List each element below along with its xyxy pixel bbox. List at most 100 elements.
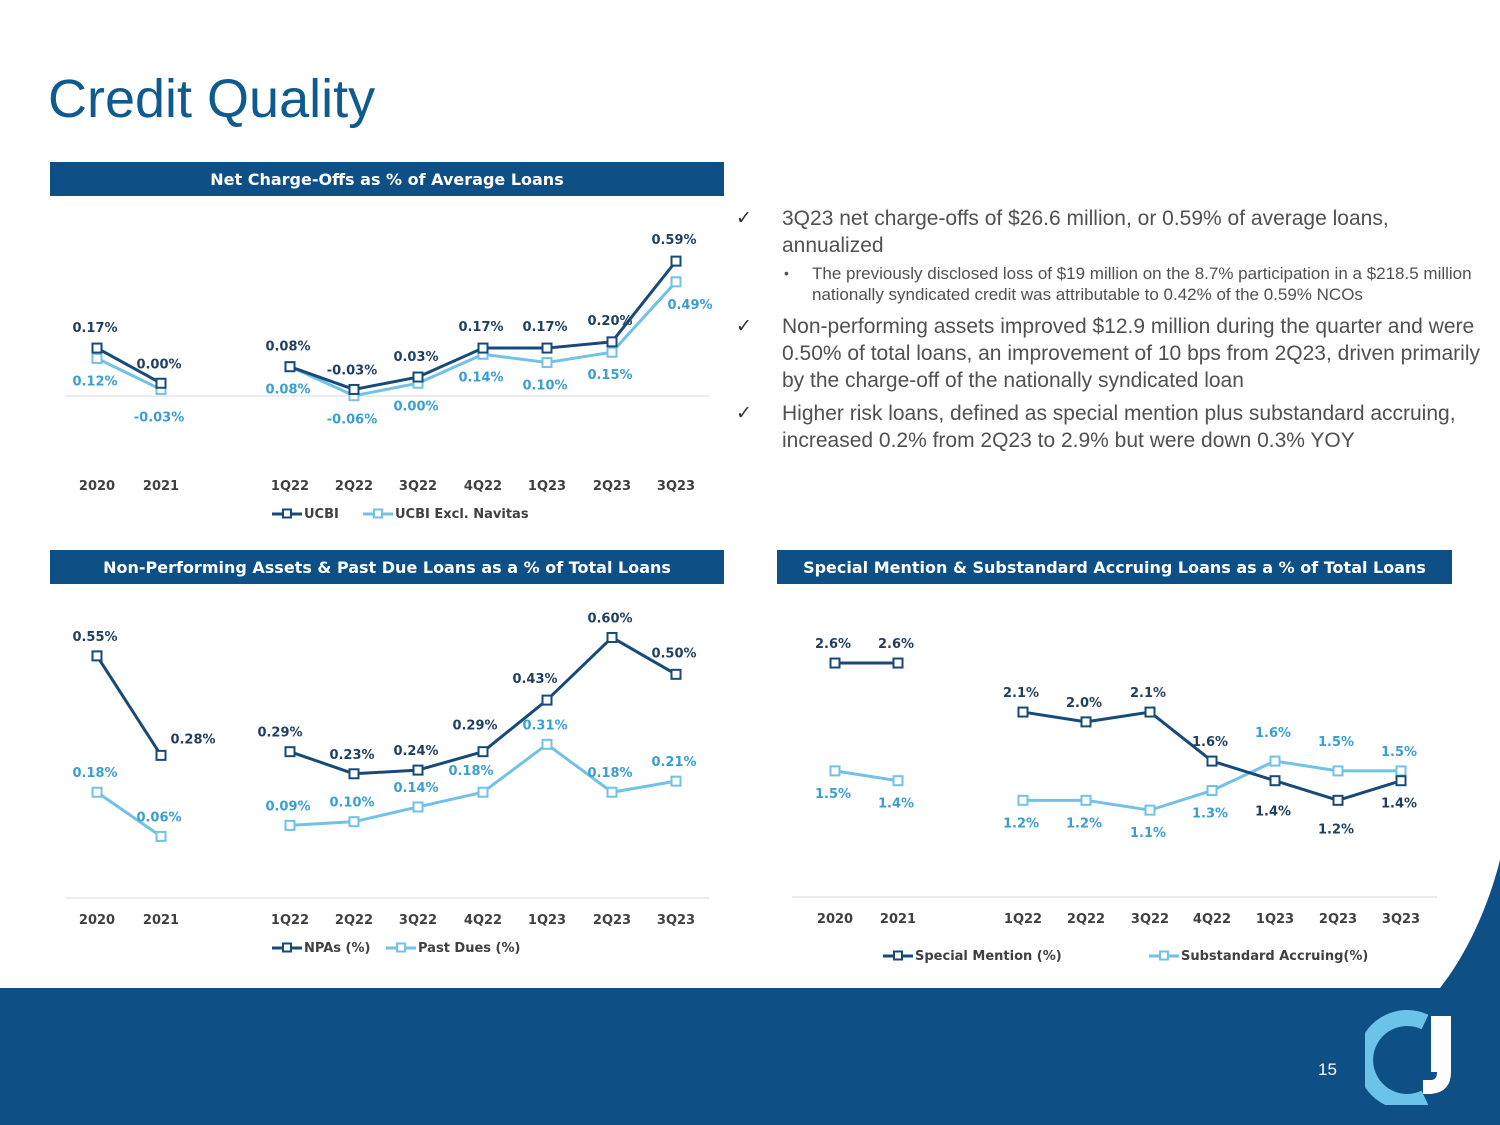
data-point (541, 738, 553, 750)
legend-item: UCBI (272, 507, 339, 522)
data-label: 1.4% (1255, 805, 1291, 820)
series-line (96, 357, 162, 391)
sub-bullet-text: The previously disclosed loss of $19 mil… (812, 264, 1472, 304)
series-0: 0.55% 0.28% 0.29% 0.23% 0.24% 0.29% 0.43% 0.60%… (72, 611, 697, 780)
data-label: 0.06% (136, 810, 181, 825)
x-tick-label: 2Q23 (593, 479, 631, 494)
data-label: 1.5% (815, 787, 851, 802)
legend-marker (282, 508, 292, 519)
data-label: 0.00% (393, 399, 438, 414)
series-line (96, 346, 162, 385)
nco-chart: 2020 2021 1Q22 2Q22 3Q22 4Q22 1Q23 2Q23 3Q23 0.12… (50, 200, 724, 540)
data-label: 0.28% (170, 732, 215, 747)
data-label: 0.59% (651, 233, 696, 248)
data-label: 1.5% (1381, 745, 1417, 760)
bullet-higher-risk: ✓ Higher risk loans, defined as special m… (732, 400, 1482, 454)
data-label: 0.18% (448, 764, 493, 779)
company-logo-icon (1365, 1010, 1451, 1105)
check-icon: ✓ (736, 208, 752, 229)
x-tick-label: 3Q22 (399, 479, 437, 494)
data-label: 0.55% (72, 630, 117, 645)
data-point (477, 786, 489, 798)
series-line (834, 769, 899, 783)
data-label: 1.1% (1130, 826, 1166, 841)
data-point (91, 342, 103, 354)
data-point (1080, 794, 1092, 806)
data-point (892, 775, 904, 787)
x-tick-label: 2020 (79, 479, 115, 494)
data-point (412, 801, 424, 813)
data-point (606, 346, 618, 358)
legend-label: UCBI Excl. Navitas (395, 507, 529, 522)
data-point (348, 383, 360, 395)
data-point (670, 668, 682, 680)
data-label: 1.5% (1318, 735, 1354, 750)
data-point (1395, 775, 1407, 787)
bullet-nco: ✓ 3Q23 net charge-offs of $26.6 million, … (732, 205, 1482, 259)
data-label: 2.1% (1003, 686, 1039, 701)
x-tick-label: 1Q22 (1004, 912, 1042, 927)
legend-label: Special Mention (%) (915, 949, 1062, 964)
data-label: 1.2% (1318, 822, 1354, 837)
x-tick-label: 4Q22 (464, 479, 502, 494)
data-label: 0.17% (522, 320, 567, 335)
data-label: 0.43% (512, 672, 557, 687)
x-tick-label: 2Q22 (335, 479, 373, 494)
data-label: 0.31% (522, 718, 567, 733)
data-point (1017, 794, 1029, 806)
x-tick-label: 2020 (817, 912, 853, 927)
legend-label: UCBI (304, 507, 339, 522)
data-label: 0.03% (393, 350, 438, 365)
x-tick-label: 3Q23 (657, 913, 695, 928)
x-tick-label: 1Q22 (271, 479, 309, 494)
sub-bullet-syndicated-loss: • The previously disclosed loss of $19 mi… (732, 263, 1482, 305)
series-line (96, 790, 162, 838)
x-tick-label: 2Q22 (335, 913, 373, 928)
data-point (670, 276, 682, 288)
legend-marker (396, 942, 406, 953)
legend-item: UCBI Excl. Navitas (363, 507, 529, 522)
data-point (829, 765, 841, 777)
legend-marker (373, 508, 383, 519)
x-tick-label: 2Q23 (593, 913, 631, 928)
footer-band (0, 988, 1500, 1125)
data-point (541, 357, 553, 369)
npa-chart-svg: 2020 2021 1Q22 2Q22 3Q22 4Q22 1Q23 2Q23 3Q23 0.18… (65, 611, 709, 956)
sm-chart-svg: 2020 2021 1Q22 2Q22 3Q22 4Q22 1Q23 2Q23 3Q23 1.5%… (792, 637, 1437, 964)
series-1: 1.5% 1.4% 1.2% 1.2% 1.1% 1.3% 1.6% 1.5% 1.5% (815, 726, 1417, 841)
data-label: 2.6% (815, 637, 851, 652)
series-1: 0.12% -0.03% 0.08% -0.06% 0.00% 0.14% 0.10% 0.1… (72, 276, 713, 428)
data-point (348, 768, 360, 780)
x-tick-label: 1Q22 (271, 913, 309, 928)
data-point (1144, 706, 1156, 718)
data-point (541, 342, 553, 354)
data-label: -0.06% (327, 413, 378, 428)
data-label: 2.6% (878, 637, 914, 652)
data-label: 0.00% (136, 357, 181, 372)
data-label: 0.15% (587, 368, 632, 383)
data-label: 0.14% (393, 781, 438, 796)
bullet-npa-text: Non-performing assets improved $12.9 mil… (782, 315, 1481, 392)
x-tick-label: 3Q22 (1131, 912, 1169, 927)
nco-chart-svg: 2020 2021 1Q22 2Q22 3Q22 4Q22 1Q23 2Q23 3Q23 0.12… (65, 233, 713, 522)
data-label: 2.1% (1130, 686, 1166, 701)
x-tick-label: 2021 (880, 912, 916, 927)
npa-chart-header: Non-Performing Assets & Past Due Loans a… (50, 550, 724, 584)
data-point (477, 342, 489, 354)
data-point (91, 650, 103, 662)
x-tick-label: 3Q23 (1382, 912, 1420, 927)
data-point (541, 694, 553, 706)
bullet-npa: ✓ Non-performing assets improved $12.9 mi… (732, 313, 1482, 394)
check-icon: ✓ (736, 403, 752, 424)
data-label: -0.03% (134, 410, 185, 425)
data-label: 1.4% (878, 797, 914, 812)
x-tick-label: 2Q23 (1319, 912, 1357, 927)
data-point (155, 749, 167, 761)
x-tick-label: 3Q22 (399, 913, 437, 928)
data-point (892, 657, 904, 669)
x-tick-label: 4Q22 (1193, 912, 1231, 927)
data-label: 0.24% (393, 744, 438, 759)
commentary: ✓ 3Q23 net charge-offs of $26.6 million, … (732, 205, 1482, 460)
data-point (1206, 755, 1218, 767)
